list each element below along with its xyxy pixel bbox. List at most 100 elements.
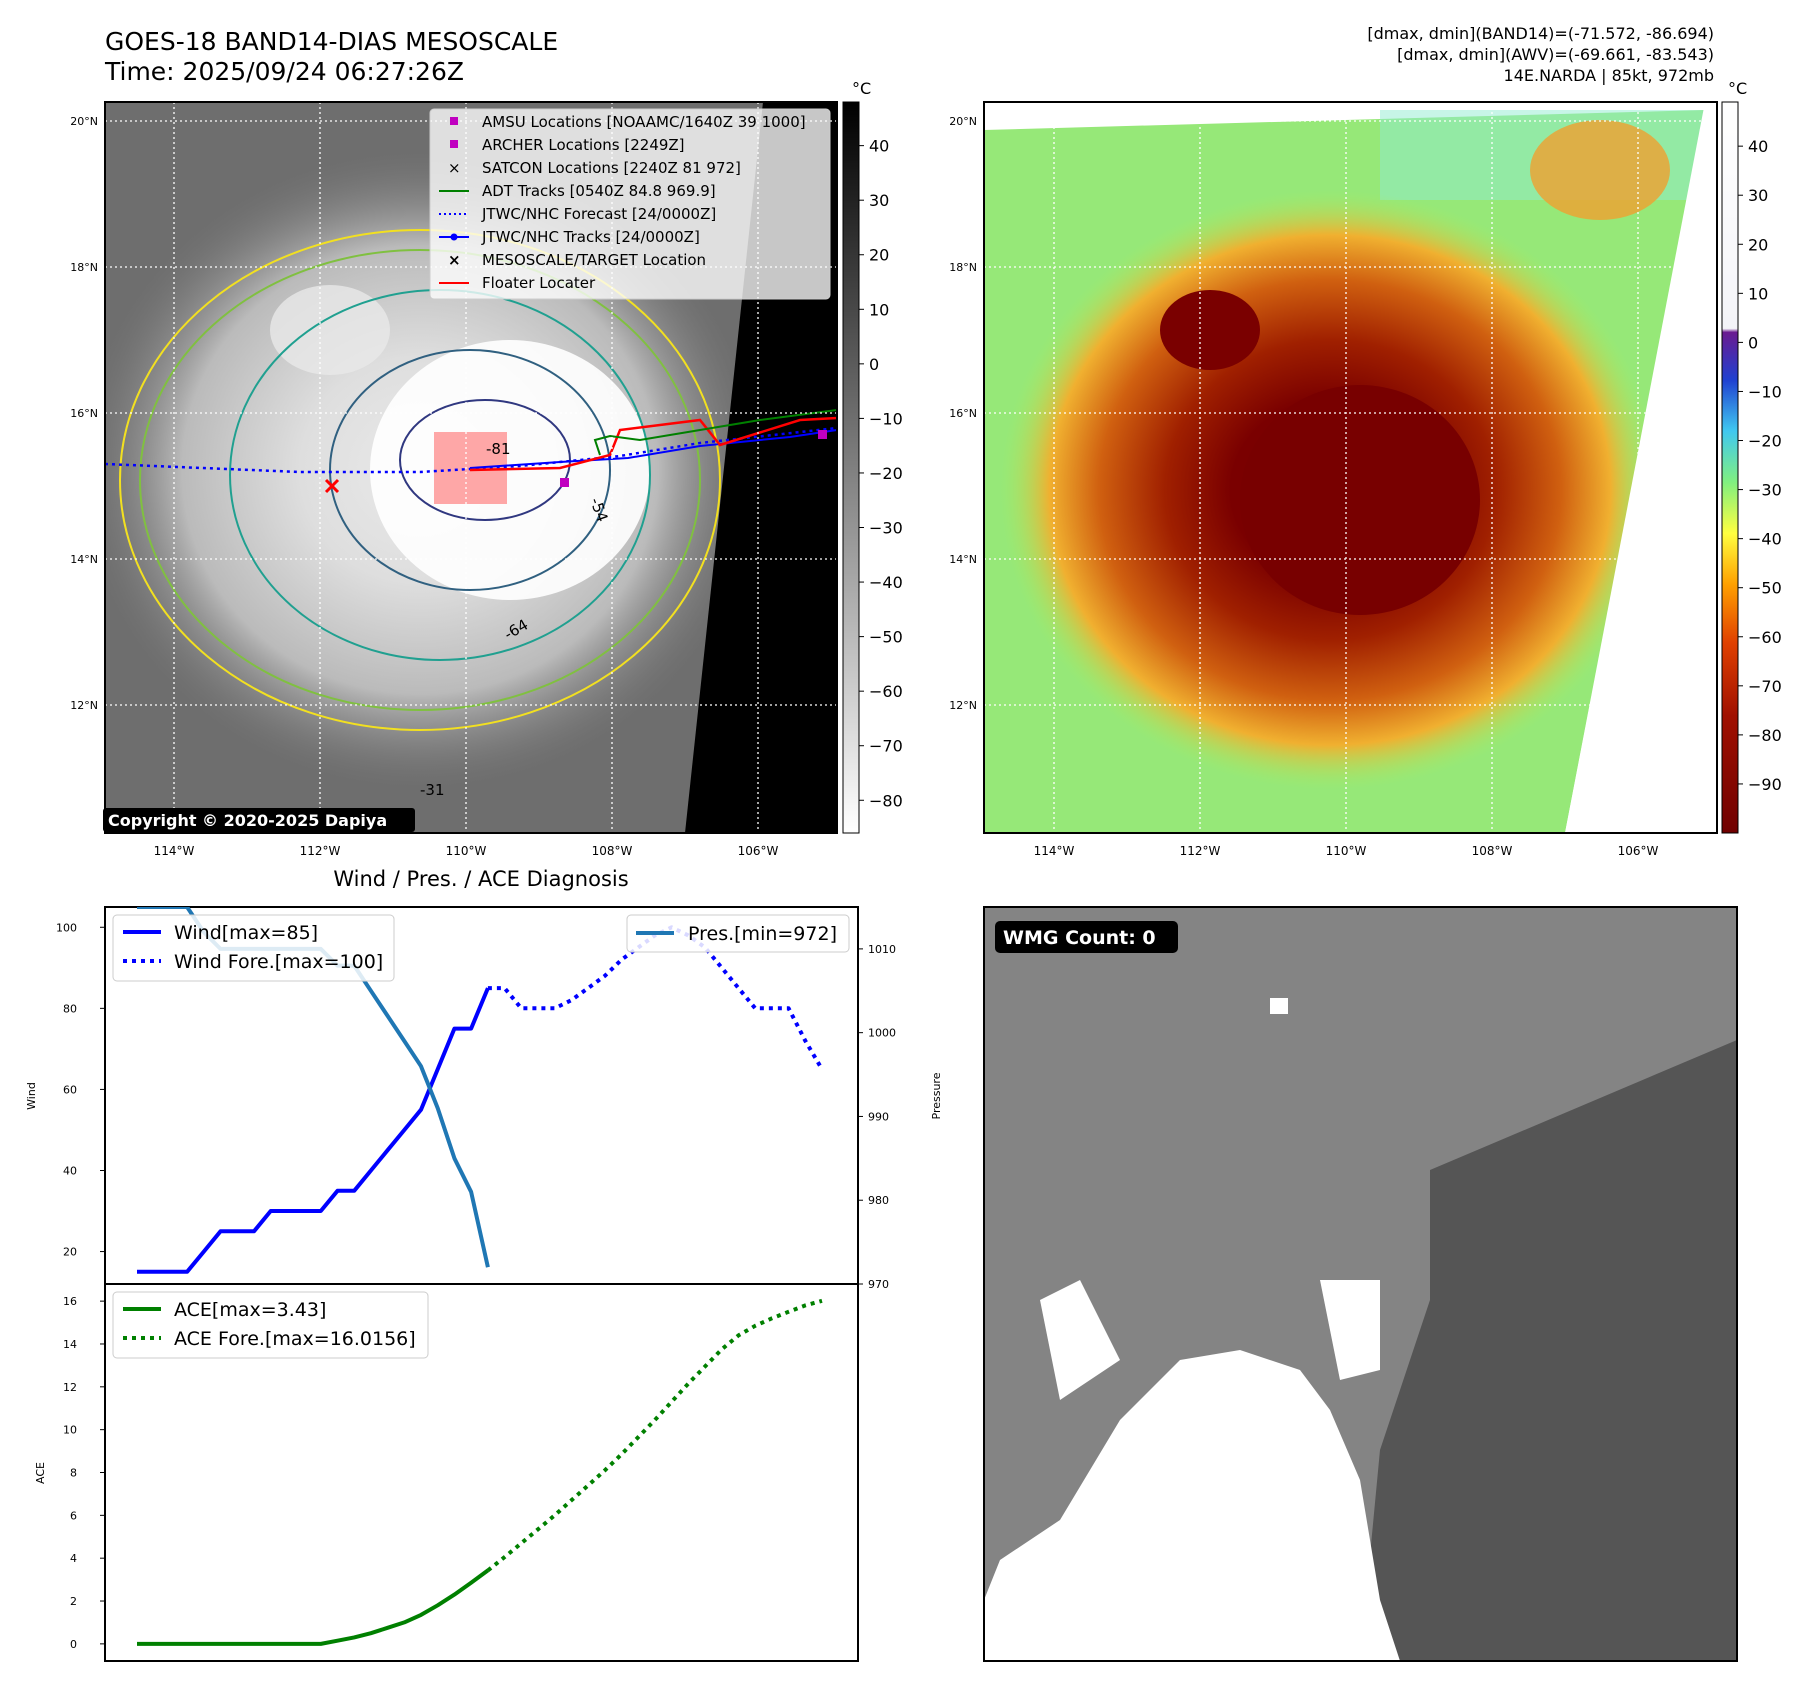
awv-lat-12: 12°N	[949, 699, 977, 712]
awv-map-panel: 20°N 18°N 16°N 14°N 12°N 114°W 112°W 110…	[949, 101, 1718, 858]
ir-lat-18: 18°N	[70, 261, 98, 274]
pressure-axis-tick-label: 970	[868, 1278, 889, 1291]
legend-target: MESOSCALE/TARGET Location	[482, 251, 706, 269]
ace-axis-tick-label: 10	[63, 1424, 77, 1437]
ace-axis-tick-label: 0	[70, 1638, 77, 1651]
ace-axis-tick-label: 6	[70, 1509, 77, 1522]
wmg-dark-region	[1360, 1040, 1737, 1661]
wind-pressure-panel: 20 40 60 80 100 970 980 990 1000 1010 Wind Press…	[25, 906, 943, 1291]
ir-lat-12: 12°N	[70, 699, 98, 712]
awv-cell-north	[1160, 290, 1260, 370]
awv-colorbar-tick-label: −40	[1748, 530, 1782, 549]
legend-pres: Pres.[min=972]	[688, 923, 837, 945]
wmg-white-patch-west	[1040, 1280, 1120, 1400]
ir-colorbar-tick-label: 20	[869, 246, 889, 265]
awv-colorbar-tick-label: −50	[1748, 579, 1782, 598]
awv-gridlines	[984, 102, 1717, 833]
awv-lat-20: 20°N	[949, 115, 977, 128]
awv-colorbar: °C 40 30 20 10 0 −10 −20 −30 −40 −50 −60 −70 −80 −90	[1721, 79, 1782, 834]
wmg-count: WMG Count: 0	[1003, 927, 1156, 949]
adt-track	[593, 409, 837, 456]
contour-steel	[329, 349, 611, 591]
ace-legend: ACE[max=3.43] ACE Fore.[max=16.0156]	[112, 1291, 429, 1359]
awv-lon-112: 112°W	[1180, 844, 1221, 858]
ace-axis-tick-label: 14	[63, 1338, 77, 1351]
legend-satcon: SATCON Locations [2240Z 81 972]	[482, 159, 741, 177]
awv-lat-18: 18°N	[949, 261, 977, 274]
copyright-text: Copyright © 2020-2025 Dapiya	[108, 811, 387, 830]
ace-forecast-line	[486, 1298, 823, 1572]
ir-lat-16: 16°N	[70, 407, 98, 420]
legend-floater: Floater Locater	[482, 274, 596, 292]
legend-forecast: JTWC/NHC Forecast [24/0000Z]	[481, 205, 716, 223]
legend-ace: ACE[max=3.43]	[174, 1299, 326, 1321]
ace-axis-tick-label: 2	[70, 1595, 77, 1608]
legend-satcon-marker: ×	[448, 159, 461, 177]
contour-green	[139, 249, 701, 711]
ace-axis-tick-label: 8	[70, 1467, 77, 1480]
wind-legend-box	[112, 914, 395, 982]
awv-lon-110: 110°W	[1326, 844, 1367, 858]
floater-track	[469, 416, 837, 472]
awv-map-frame	[983, 101, 1718, 834]
pressure-yticks: 970 980 990 1000 1010	[858, 943, 896, 1291]
wmg-white-patch	[1320, 1280, 1380, 1380]
contour-yellow	[119, 229, 721, 731]
awv-core	[1240, 385, 1480, 615]
awv-colorbar-ticks: 40 30 20 10 0 −10 −20 −30 −40 −50 −60 −70 −80 −90	[1738, 137, 1782, 794]
awv-colorbar-tick-label: −30	[1748, 481, 1782, 500]
awv-colorbar-tick-label: −90	[1748, 775, 1782, 794]
legend-wind: Wind[max=85]	[174, 922, 318, 944]
ir-lon-108: 108°W	[592, 844, 633, 858]
ace-yticks: 0 2 4 6 8 10 12 14 16	[63, 1295, 105, 1651]
awv-lon-108: 108°W	[1472, 844, 1513, 858]
amsu-marker	[818, 430, 827, 439]
awv-colorbar-tick-label: 0	[1748, 333, 1758, 352]
stats-band14: [dmax, dmin](BAND14)=(-71.572, -86.694)	[1367, 24, 1714, 43]
ace-axis-tick-label: 4	[70, 1552, 77, 1565]
ir-colorbar-tick-label: −40	[869, 573, 903, 592]
awv-colorbar-tick-label: −60	[1748, 628, 1782, 647]
contour-label-31: -31	[420, 781, 445, 799]
ir-colorbar-tick-label: −60	[869, 682, 903, 701]
awv-no-data	[1565, 102, 1717, 833]
ace-series-group	[137, 1298, 823, 1646]
awv-lon-106: 106°W	[1618, 844, 1659, 858]
awv-dry-cell	[1530, 120, 1670, 220]
figure-time: Time: 2025/09/24 06:27:26Z	[104, 57, 464, 86]
pressure-axis-tick-label: 980	[868, 1194, 889, 1207]
wind-axis-tick-label: 40	[63, 1164, 77, 1177]
awv-lat-labels: 20°N 18°N 16°N 14°N 12°N	[949, 115, 977, 712]
awv-colorbar-tick-label: 10	[1748, 284, 1768, 303]
awv-lat-14: 14°N	[949, 553, 977, 566]
ir-colorbar-ticks: 40 30 20 10 0 −10 −20 −30 −40 −50 −60 −70 −80	[859, 137, 903, 810]
stats-awv: [dmax, dmin](AWV)=(-69.661, -83.543)	[1397, 45, 1714, 64]
legend-wind-fore: Wind Fore.[max=100]	[174, 951, 383, 973]
wind-legend: Wind[max=85] Wind Fore.[max=100]	[112, 914, 395, 982]
pressure-legend: Pres.[min=972]	[626, 914, 850, 953]
ir-colorbar-tick-label: −10	[869, 409, 903, 428]
map-legend: AMSU Locations [NOAAMC/1640Z 39 1000] AR…	[429, 108, 831, 300]
ace-axis-tick-label: 12	[63, 1381, 77, 1394]
ir-colorbar-bar	[842, 101, 860, 834]
pressure-axis-tick-label: 990	[868, 1110, 889, 1123]
ir-colorbar-tick-label: −50	[869, 628, 903, 647]
awv-lat-16: 16°N	[949, 407, 977, 420]
awv-colorbar-bar	[1721, 101, 1739, 834]
legend-archer-marker	[450, 140, 458, 148]
legend-target-marker: ×	[448, 251, 461, 269]
ir-lon-112: 112°W	[300, 844, 341, 858]
ir-cell-north	[270, 285, 390, 375]
awv-colorbar-tick-label: 40	[1748, 137, 1768, 156]
awv-lon-114: 114°W	[1034, 844, 1075, 858]
archer-marker	[560, 478, 569, 487]
awv-colorbar-unit: °C	[1728, 79, 1747, 98]
wmg-white-speck	[1270, 998, 1288, 1014]
copyright-box	[103, 808, 415, 832]
best-track	[469, 429, 837, 469]
awv-colorbar-tick-label: 30	[1748, 186, 1768, 205]
legend-adt: ADT Tracks [0540Z 84.8 969.9]	[482, 182, 716, 200]
legend-tracks: JTWC/NHC Tracks [24/0000Z]	[481, 228, 700, 246]
forecast-track	[105, 426, 837, 474]
contour-label-81: -81	[486, 440, 511, 458]
